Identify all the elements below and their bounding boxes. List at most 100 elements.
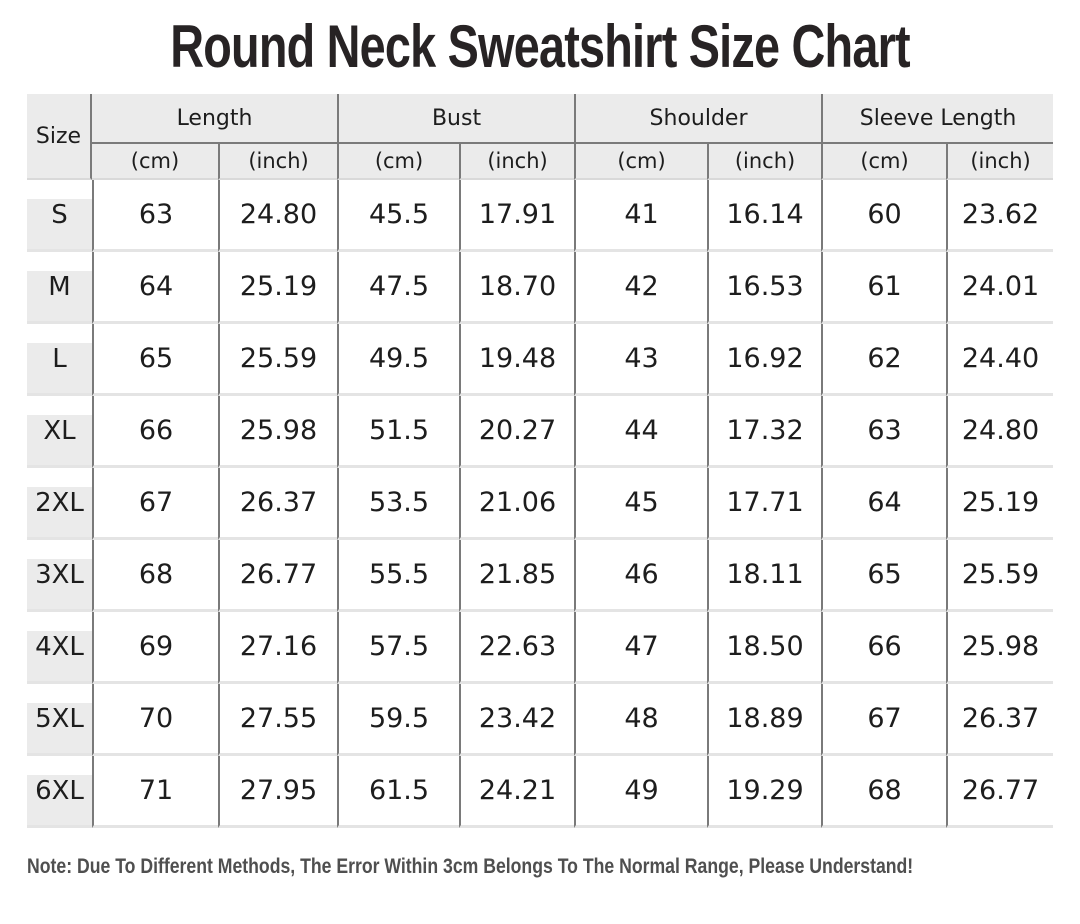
table-row: 6XL 71 27.95 61.5 24.21 49 19.29 68 26.7… <box>27 756 1054 828</box>
size-cell: 4XL <box>27 612 92 684</box>
value-cell: 25.98 <box>218 396 338 468</box>
value-cell: 18.89 <box>707 684 822 756</box>
value-cell: 19.29 <box>707 756 822 828</box>
value-cell: 17.71 <box>707 468 822 540</box>
value-cell: 49 <box>574 756 708 828</box>
table-row: 5XL 70 27.55 59.5 23.42 48 18.89 67 26.3… <box>27 684 1054 756</box>
size-cell: 2XL <box>27 468 92 540</box>
size-cell: 6XL <box>27 756 92 828</box>
size-cell: 5XL <box>27 684 92 756</box>
unit-header-cm: (cm) <box>92 144 218 180</box>
value-cell: 25.19 <box>218 252 338 324</box>
size-cell: XL <box>27 396 92 468</box>
value-cell: 61 <box>821 252 947 324</box>
value-cell: 27.16 <box>218 612 338 684</box>
value-cell: 67 <box>92 468 218 540</box>
value-cell: 69 <box>92 612 218 684</box>
value-cell: 17.32 <box>707 396 822 468</box>
group-header-length: Length <box>92 94 338 144</box>
size-cell: 3XL <box>27 540 92 612</box>
unit-header-cm: (cm) <box>337 144 460 180</box>
value-cell: 66 <box>92 396 218 468</box>
size-chart-table: Size Length Bust Shoulder Sleeve Length … <box>27 94 1054 828</box>
value-cell: 65 <box>92 324 218 396</box>
value-cell: 21.06 <box>459 468 575 540</box>
value-cell: 26.77 <box>218 540 338 612</box>
value-cell: 24.40 <box>946 324 1054 396</box>
value-cell: 27.55 <box>218 684 338 756</box>
value-cell: 18.11 <box>707 540 822 612</box>
value-cell: 64 <box>821 468 947 540</box>
value-cell: 48 <box>574 684 708 756</box>
value-cell: 19.48 <box>459 324 575 396</box>
value-cell: 20.27 <box>459 396 575 468</box>
table-row: 3XL 68 26.77 55.5 21.85 46 18.11 65 25.5… <box>27 540 1054 612</box>
value-cell: 27.95 <box>218 756 338 828</box>
unit-header-cm: (cm) <box>574 144 708 180</box>
value-cell: 21.85 <box>459 540 575 612</box>
value-cell: 70 <box>92 684 218 756</box>
size-cell: S <box>27 180 92 252</box>
value-cell: 65 <box>821 540 947 612</box>
value-cell: 45.5 <box>337 180 460 252</box>
note-text: Note: Due To Different Methods, The Erro… <box>27 855 914 878</box>
unit-header-cm: (cm) <box>821 144 947 180</box>
group-header-bust: Bust <box>337 94 575 144</box>
value-cell: 17.91 <box>459 180 575 252</box>
table-header: Size Length Bust Shoulder Sleeve Length … <box>27 94 1054 180</box>
value-cell: 18.70 <box>459 252 575 324</box>
value-cell: 61.5 <box>337 756 460 828</box>
value-cell: 55.5 <box>337 540 460 612</box>
table-row: 4XL 69 27.16 57.5 22.63 47 18.50 66 25.9… <box>27 612 1054 684</box>
value-cell: 23.42 <box>459 684 575 756</box>
value-cell: 63 <box>92 180 218 252</box>
group-header-sleeve-length: Sleeve Length <box>821 94 1054 144</box>
value-cell: 24.80 <box>946 396 1054 468</box>
value-cell: 24.01 <box>946 252 1054 324</box>
size-column-header: Size <box>27 94 92 180</box>
table-row: M 64 25.19 47.5 18.70 42 16.53 61 24.01 <box>27 252 1054 324</box>
value-cell: 68 <box>821 756 947 828</box>
value-cell: 67 <box>821 684 947 756</box>
table-row: 2XL 67 26.37 53.5 21.06 45 17.71 64 25.1… <box>27 468 1054 540</box>
value-cell: 59.5 <box>337 684 460 756</box>
value-cell: 25.98 <box>946 612 1054 684</box>
value-cell: 47.5 <box>337 252 460 324</box>
value-cell: 43 <box>574 324 708 396</box>
value-cell: 25.59 <box>218 324 338 396</box>
value-cell: 16.92 <box>707 324 822 396</box>
value-cell: 66 <box>821 612 947 684</box>
value-cell: 44 <box>574 396 708 468</box>
value-cell: 63 <box>821 396 947 468</box>
value-cell: 60 <box>821 180 947 252</box>
value-cell: 62 <box>821 324 947 396</box>
unit-header-inch: (inch) <box>946 144 1054 180</box>
value-cell: 49.5 <box>337 324 460 396</box>
value-cell: 53.5 <box>337 468 460 540</box>
value-cell: 57.5 <box>337 612 460 684</box>
value-cell: 25.19 <box>946 468 1054 540</box>
value-cell: 24.21 <box>459 756 575 828</box>
header-row-groups: Size Length Bust Shoulder Sleeve Length <box>27 94 1054 180</box>
unit-header-inch: (inch) <box>707 144 822 180</box>
value-cell: 16.53 <box>707 252 822 324</box>
value-cell: 22.63 <box>459 612 575 684</box>
value-cell: 16.14 <box>707 180 822 252</box>
value-cell: 25.59 <box>946 540 1054 612</box>
page-title: Round Neck Sweatshirt Size Chart <box>170 13 910 80</box>
value-cell: 42 <box>574 252 708 324</box>
value-cell: 68 <box>92 540 218 612</box>
table-row: XL 66 25.98 51.5 20.27 44 17.32 63 24.80 <box>27 396 1054 468</box>
value-cell: 46 <box>574 540 708 612</box>
unit-header-inch: (inch) <box>218 144 338 180</box>
value-cell: 41 <box>574 180 708 252</box>
size-cell: M <box>27 252 92 324</box>
size-cell: L <box>27 324 92 396</box>
value-cell: 47 <box>574 612 708 684</box>
value-cell: 51.5 <box>337 396 460 468</box>
value-cell: 71 <box>92 756 218 828</box>
table-row: L 65 25.59 49.5 19.48 43 16.92 62 24.40 <box>27 324 1054 396</box>
value-cell: 26.77 <box>946 756 1054 828</box>
value-cell: 23.62 <box>946 180 1054 252</box>
group-header-shoulder: Shoulder <box>574 94 822 144</box>
